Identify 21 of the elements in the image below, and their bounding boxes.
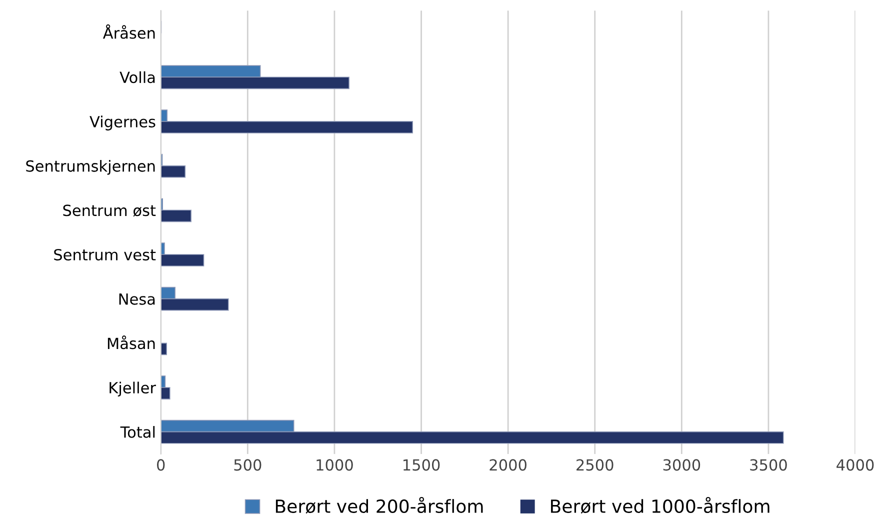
y-tick-label: Åråsen bbox=[102, 24, 155, 39]
y-tick-label: Måsan bbox=[108, 336, 155, 350]
x-tick-label: 1500 bbox=[404, 459, 440, 471]
y-tick-label: Volla bbox=[120, 71, 155, 84]
y-tick-label: Sentrum øst bbox=[63, 204, 156, 217]
x-tick-label: 3500 bbox=[750, 459, 787, 471]
x-tick-label: 500 bbox=[234, 459, 262, 471]
y-tick-label: Vigernes bbox=[90, 116, 156, 130]
legend-label: Berørt ved 1000-årsflom bbox=[551, 496, 770, 514]
y-tick-label: Sentrumskjernen bbox=[26, 160, 155, 175]
y-tick-label: Sentrum vest bbox=[54, 248, 156, 261]
legend-label: Berørt ved 200-årsflom bbox=[276, 496, 483, 514]
y-tick-label: Total bbox=[120, 426, 155, 438]
x-tick-label: 2000 bbox=[490, 459, 526, 471]
x-tick-label: 1000 bbox=[316, 459, 353, 471]
x-tick-label: 4000 bbox=[836, 459, 874, 471]
y-tick-label: Nesa bbox=[119, 293, 155, 305]
y-tick-label: Kjeller bbox=[110, 382, 156, 396]
x-tick-label: 2500 bbox=[576, 459, 614, 471]
x-tick-label: 3000 bbox=[663, 459, 700, 471]
x-tick-label: 0 bbox=[157, 459, 165, 471]
